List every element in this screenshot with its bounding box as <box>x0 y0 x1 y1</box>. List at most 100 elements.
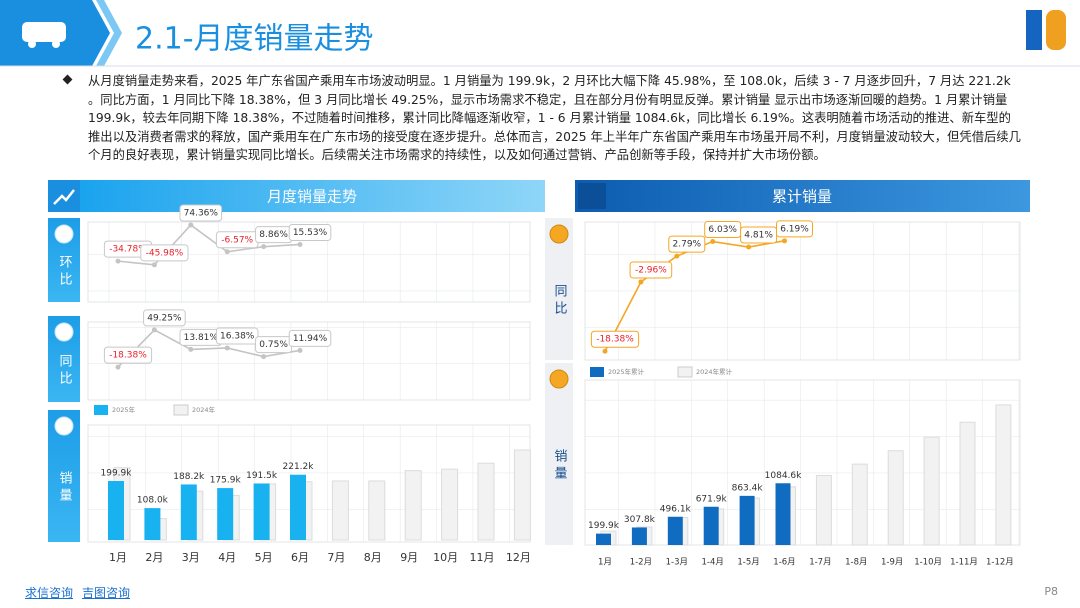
panel-title: 月度销量走势 <box>267 188 357 206</box>
x-tick-label: 1-7月 <box>809 558 831 568</box>
side-icon <box>54 224 74 244</box>
point <box>151 327 157 333</box>
data-label-box <box>590 330 640 348</box>
data-label: 49.25% <box>147 313 182 323</box>
bar <box>253 483 270 540</box>
x-tick-label: 7月 <box>327 551 345 564</box>
x-tick-label: 11月 <box>470 551 495 564</box>
data-label: 15.53% <box>293 228 328 238</box>
side-icon <box>54 416 74 436</box>
data-label: 671.9k <box>696 494 728 504</box>
data-label: 199.9k <box>101 469 133 479</box>
data-label: 863.4k <box>732 483 764 493</box>
x-tick-label: 1月 <box>109 551 127 564</box>
panel-icon <box>48 180 80 212</box>
data-label-box <box>179 204 223 222</box>
bar <box>887 450 904 546</box>
x-tick-label: 2月 <box>145 551 163 564</box>
data-label: 8.86% <box>259 230 288 240</box>
plot-background <box>584 221 1021 361</box>
point <box>710 239 716 245</box>
x-tick-label: 1-9月 <box>881 558 903 568</box>
logo <box>1026 10 1042 50</box>
footer-link[interactable]: 吉图咨询 <box>82 586 131 600</box>
bar <box>108 481 124 540</box>
footer-link[interactable]: 求信咨询 <box>25 586 74 600</box>
x-tick-label: 3月 <box>182 551 200 564</box>
bar <box>368 480 386 541</box>
legend-swatch <box>590 367 604 377</box>
point <box>115 364 121 370</box>
data-label-box <box>140 244 189 262</box>
point <box>261 244 267 250</box>
bar <box>667 516 683 545</box>
side-label-box <box>545 363 573 545</box>
logo <box>1046 10 1066 50</box>
line <box>117 223 301 266</box>
point <box>261 354 267 360</box>
x-tick-label: 1-4月 <box>702 558 724 568</box>
data-label: 16.38% <box>220 331 255 341</box>
point <box>602 348 608 354</box>
data-label-box <box>103 346 153 364</box>
x-tick-label: 9月 <box>400 551 418 564</box>
data-label: -2.96% <box>635 265 667 275</box>
point <box>115 258 121 264</box>
point <box>188 346 194 352</box>
bar <box>851 463 868 546</box>
x-tick-label: 1-12月 <box>986 558 1014 568</box>
bar <box>815 474 832 546</box>
point <box>224 345 230 351</box>
x-tick-label: 1-8月 <box>845 558 867 568</box>
bar <box>331 480 349 541</box>
x-tick-label: 6月 <box>291 551 309 564</box>
point <box>151 262 157 268</box>
point <box>638 279 644 285</box>
bar <box>596 533 611 545</box>
legend-label: 2024年累计 <box>696 367 733 376</box>
data-label: 6.03% <box>708 225 737 235</box>
data-label-box <box>143 309 186 327</box>
bar <box>631 527 647 545</box>
data-label: -18.38% <box>596 335 634 345</box>
data-label: 221.2k <box>283 462 315 472</box>
data-label: 6.19% <box>780 224 809 234</box>
data-label: 4.81% <box>744 231 773 241</box>
data-label-box <box>215 327 259 345</box>
point <box>297 347 303 353</box>
data-label: 191.5k <box>246 471 278 481</box>
bar <box>441 468 459 541</box>
point <box>297 241 303 247</box>
point <box>746 244 752 250</box>
bar <box>775 483 791 545</box>
point <box>782 238 787 244</box>
bar <box>180 484 197 540</box>
data-label: 496.1k <box>660 504 692 514</box>
panel-title: 累计销量 <box>772 188 832 206</box>
legend-swatch <box>677 366 693 378</box>
data-label: 307.8k <box>624 515 656 525</box>
side-icon <box>549 224 569 244</box>
side-label: 同比 <box>57 354 72 388</box>
x-tick-label: 1-2月 <box>630 558 652 568</box>
x-tick-label: 12月 <box>506 551 531 564</box>
data-label: 13.81% <box>184 333 219 343</box>
summary: 从月度销量走势来看，2025 年广东省国产乘用车市场波动明显。1 月销量为 19… <box>88 74 1021 163</box>
x-tick-label: 4月 <box>218 551 236 564</box>
side-label: 销量 <box>552 449 568 483</box>
side-label: 销量 <box>57 471 73 505</box>
data-label: -18.38% <box>109 351 147 361</box>
header-stripe <box>96 0 122 66</box>
bar <box>217 488 234 540</box>
car-wheel <box>28 40 36 48</box>
data-label-box <box>288 223 332 241</box>
x-tick-label: 1-6月 <box>773 558 795 568</box>
legend-swatch <box>94 405 108 415</box>
legend-label: 2025年累计 <box>608 367 645 376</box>
side-label: 环比 <box>57 255 73 289</box>
car-icon <box>22 22 66 42</box>
plot-background <box>584 379 1021 546</box>
side-icon <box>549 369 569 389</box>
data-label: -34.78% <box>109 245 147 255</box>
